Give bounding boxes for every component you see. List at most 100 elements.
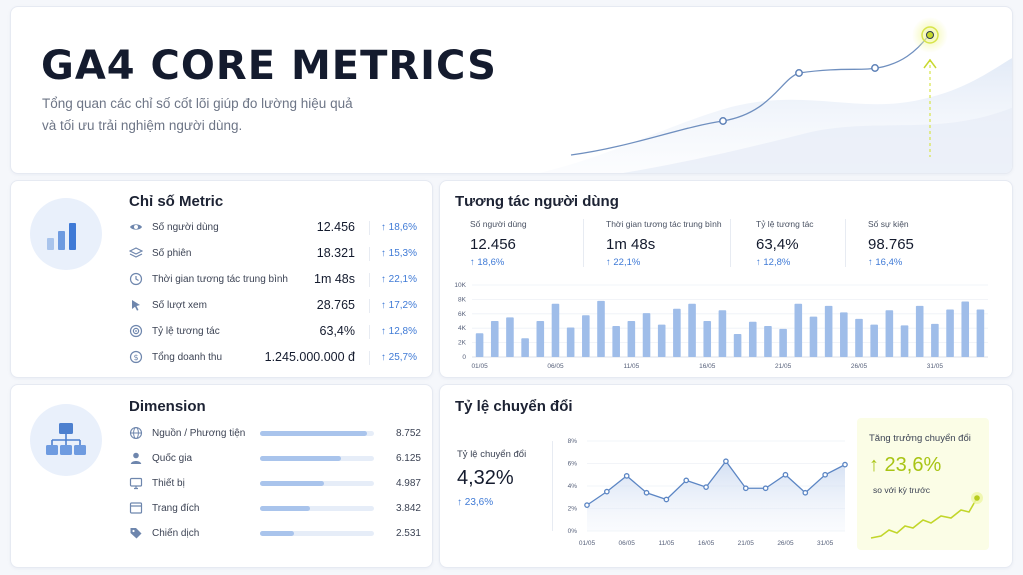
conversion-value: 4,32% (457, 467, 514, 489)
dimension-value: 2.531 (395, 528, 421, 539)
metric-label: Số lượt xem (152, 300, 207, 311)
page-title: GA4 CORE METRICS (41, 43, 497, 89)
bar (703, 321, 712, 357)
kpi-value: 63,4% (756, 236, 799, 253)
growth-value: ↑ 23,6% (869, 454, 942, 476)
bar (597, 300, 605, 357)
svg-text:$: $ (133, 353, 138, 362)
data-point (742, 485, 749, 492)
metric-value: 1.245.000.000 đ (264, 350, 355, 364)
target-icon (129, 324, 143, 338)
dollar-icon: $ (129, 350, 143, 364)
metric-change: ↑ 17,2% (380, 300, 417, 311)
y-tick-label: 2K (458, 340, 467, 347)
metric-value: 28.765 (316, 298, 355, 312)
data-point (683, 477, 690, 484)
metric-row-sessions: Số phiên 18.321 ↑ 15,3% (129, 245, 421, 265)
x-tick-label: 26/05 (777, 540, 794, 547)
kpi-engagement-rate: Tỷ lệ tương tác 63,4% ↑ 12,8% (756, 219, 814, 271)
conversion-label: Tỷ lệ chuyển đổi (457, 449, 527, 460)
kpi-change: ↑ 18,6% (470, 257, 505, 268)
bar (885, 310, 894, 357)
page-icon (129, 502, 143, 514)
bar (840, 312, 848, 357)
y-tick-label: 0 (462, 354, 466, 361)
bar (748, 321, 757, 357)
kpi-label: Tỷ lệ tương tác (756, 219, 814, 229)
bar (931, 323, 939, 357)
dimension-bar (260, 481, 374, 486)
x-tick-label: 01/05 (579, 540, 596, 547)
bar (824, 305, 833, 357)
dimension-bar-fill (260, 531, 295, 536)
metric-label: Số phiên (152, 248, 192, 259)
kpi-change: ↑ 12,8% (756, 257, 791, 268)
bar (551, 303, 560, 357)
x-tick-label: 16/05 (699, 363, 716, 370)
engagement-card: Tương tác người dùng Số người dùng 12.45… (439, 180, 1013, 378)
y-tick-label: 8K (458, 296, 467, 303)
dimension-row-campaign: Chiến dịch 2.531 (129, 526, 425, 546)
y-tick-label: 0% (568, 528, 578, 535)
dimension-row-landing-page: Trang đích 3.842 (129, 501, 425, 521)
bar (855, 318, 863, 357)
growth-sparkline (870, 492, 983, 539)
metric-row-engagement-time: Thời gian tương tác trung bình 1m 48s ↑ … (129, 271, 421, 291)
user-icon (130, 452, 142, 464)
hero-point (719, 117, 727, 125)
dimension-bar-fill (260, 481, 324, 486)
bar (536, 321, 545, 357)
kpi-change: ↑ 16,4% (868, 257, 903, 268)
dimension-value: 4.987 (395, 478, 421, 489)
hero-highlight-point (926, 31, 934, 39)
metric-label: Thời gian tương tác trung bình (152, 274, 288, 285)
data-point (623, 473, 630, 479)
hero-banner: GA4 CORE METRICS Tổng quan các chỉ số cố… (10, 6, 1013, 174)
bar (490, 321, 499, 357)
metric-row-users: Số người dùng 12.456 ↑ 18,6% (129, 219, 421, 239)
dimension-label: Thiết bị (152, 478, 185, 489)
dimension-bar (260, 531, 374, 536)
x-tick-label: 11/05 (658, 540, 674, 547)
growth-panel: Tăng trưởng chuyển đổi ↑ 23,6% so với kỳ… (857, 418, 989, 550)
bar (946, 309, 954, 357)
bar (627, 321, 636, 357)
layers-icon (129, 247, 143, 258)
metric-row-views: Số lượt xem 28.765 ↑ 17,2% (129, 297, 421, 317)
x-tick-label: 31/05 (817, 540, 834, 547)
dimension-row-device: Thiết bị 4.987 (129, 476, 425, 496)
dimension-row-source: Nguồn / Phương tiện 8.752 (129, 426, 425, 446)
y-tick-label: 6% (568, 461, 578, 468)
hero-decoration (539, 17, 1012, 173)
bar (809, 316, 818, 357)
bar (779, 328, 787, 357)
kpi-users: Số người dùng 12.456 ↑ 18,6% (470, 219, 527, 271)
kpi-label: Thời gian tương tác trung bình (606, 219, 722, 229)
x-tick-label: 21/05 (738, 540, 755, 547)
metric-change: ↑ 22,1% (380, 274, 417, 285)
daily-bar-chart: 0 2K 4K 6K 8K 10K 01/05 06/05 11/05 16/05 21/05 26/… (454, 282, 988, 370)
series-line (586, 460, 846, 506)
conversion-line-chart: 0% 2% 4% 6% 8% 01/05 06/05 11/05 16/05 21/05 26/05… (568, 438, 848, 547)
y-tick-label: 4% (568, 483, 578, 490)
data-point (663, 496, 670, 503)
bar (900, 325, 909, 357)
dimension-bar (260, 506, 374, 511)
eye-icon (130, 224, 142, 230)
bar (688, 303, 696, 357)
metric-value: 1m 48s (314, 272, 355, 286)
metric-label: Tỷ lệ tương tác (152, 326, 220, 337)
data-point (842, 461, 848, 468)
data-point (703, 484, 709, 490)
bar (870, 324, 878, 357)
data-point (723, 458, 729, 465)
kpi-value: 12.456 (470, 236, 516, 253)
kpi-engagement-time: Thời gian tương tác trung bình 1m 48s ↑ … (606, 219, 722, 271)
x-tick-label: 16/05 (698, 540, 715, 547)
x-tick-label: 11/05 (623, 363, 639, 370)
bar (657, 324, 666, 357)
globe-icon (129, 426, 143, 440)
bar (673, 308, 681, 357)
x-tick-label: 31/05 (927, 363, 944, 370)
dimension-label: Nguồn / Phương tiện (152, 428, 246, 439)
